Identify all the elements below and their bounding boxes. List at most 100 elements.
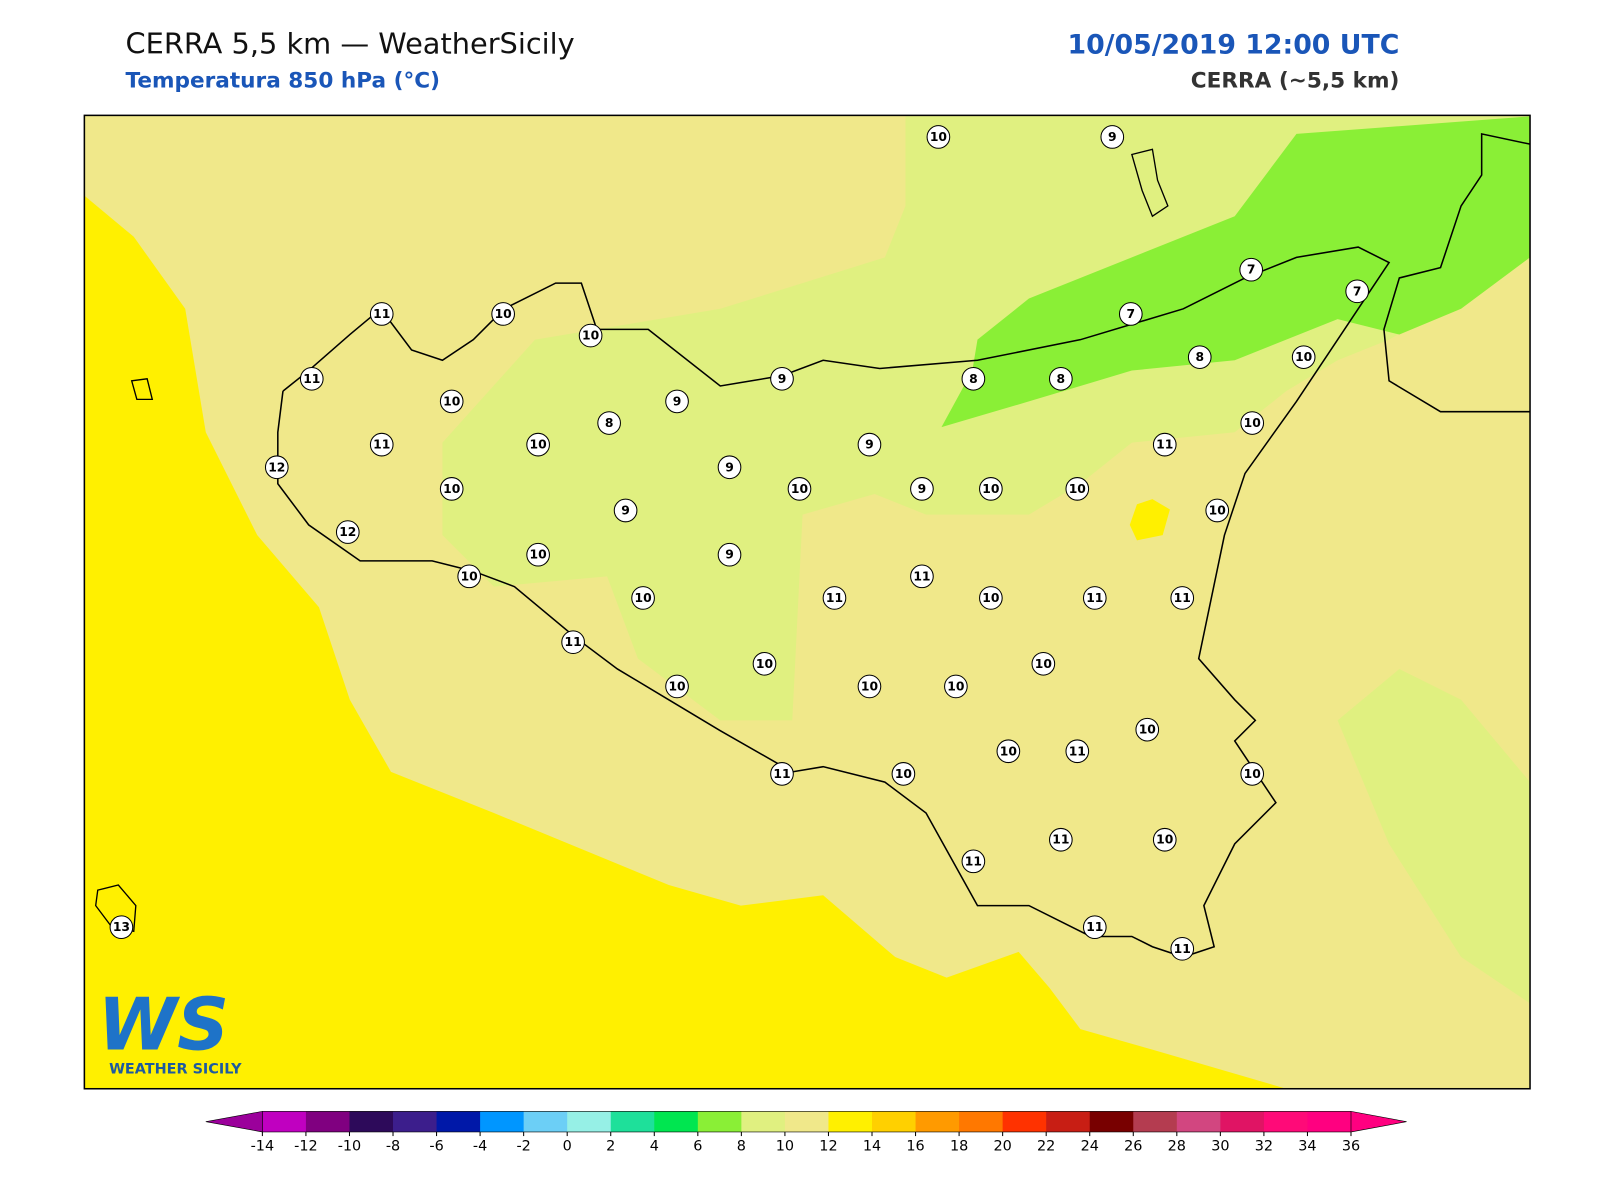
colorbar-segment (959, 1111, 1004, 1132)
field-6-8 (941, 116, 1531, 428)
colorbar-tick-label: 0 (563, 1138, 572, 1154)
map: WS WEATHER SICILY (83, 114, 1531, 1090)
colorbar-tick-label: 20 (993, 1138, 1011, 1154)
colorbar-tick-label: 34 (1298, 1138, 1316, 1154)
station-value: 10 (530, 438, 547, 452)
colorbar-over (1350, 1111, 1407, 1133)
colorbar-segment (828, 1111, 873, 1132)
station-value: 11 (1086, 920, 1103, 934)
station-marker (770, 762, 794, 786)
station-value: 10 (1156, 833, 1173, 847)
colorbar-segment (1220, 1111, 1265, 1132)
colorbar: -14 -12 -10 -8 -6 -4 -2 0 2 4 6 8 10 12 14 16 18 20 22 24 26… (205, 1111, 1407, 1154)
station-value: 10 (1244, 767, 1261, 781)
station-marker (1082, 915, 1107, 940)
station-marker (1118, 302, 1143, 326)
station-marker (787, 477, 812, 501)
colorbar-segment (393, 1111, 438, 1132)
station-marker (109, 915, 134, 940)
colorbar-tick-label: 10 (776, 1138, 794, 1154)
station-value: 9 (918, 482, 927, 496)
station-marker (665, 674, 689, 699)
station-marker (613, 498, 638, 523)
colorbar-tick-label: -6 (429, 1138, 443, 1154)
station-marker (631, 586, 655, 610)
station-value: 11 (565, 635, 582, 649)
station-value: 9 (778, 372, 787, 386)
station-marker (1065, 739, 1090, 764)
station-marker (752, 651, 777, 676)
colorbar-tick-label: 18 (950, 1138, 968, 1154)
model-label: CERRA (~5,5 km) (1191, 69, 1400, 94)
station-marker (979, 586, 1003, 610)
station-value: 11 (303, 372, 320, 386)
colorbar-segment (1089, 1111, 1134, 1132)
station-value: 10 (443, 482, 460, 496)
calabria-coast (1383, 132, 1531, 413)
station-value: 8 (969, 372, 978, 386)
station-value: 8 (605, 416, 614, 430)
station-value: 10 (982, 591, 999, 605)
island (1130, 148, 1169, 218)
station-value: 10 (982, 482, 999, 496)
colorbar-tick-label: -2 (516, 1138, 530, 1154)
station-value: 10 (1244, 416, 1261, 430)
station-value: 10 (1035, 657, 1052, 671)
station-marker (597, 411, 621, 435)
station-marker (996, 739, 1021, 764)
station-value: 11 (373, 438, 390, 452)
station-value: 7 (1127, 307, 1136, 321)
station-marker (822, 586, 847, 610)
station-value: 11 (1156, 438, 1173, 452)
station-marker (457, 564, 482, 589)
station-marker (369, 432, 394, 457)
station-marker (1240, 411, 1265, 435)
station-value: 11 (913, 569, 930, 583)
station-marker (944, 674, 968, 699)
station-marker (926, 125, 951, 149)
colorbar-tick-label: 2 (606, 1138, 615, 1154)
title: CERRA 5,5 km — WeatherSicily (126, 27, 575, 61)
colorbar-tick-label: 12 (819, 1138, 837, 1154)
station-value: 12 (268, 460, 285, 474)
station-marker (1031, 651, 1056, 676)
station-marker (1345, 279, 1370, 304)
station-value: 10 (443, 394, 460, 408)
colorbar-tick-label: -4 (473, 1138, 487, 1154)
station-value: 10 (530, 548, 547, 562)
colorbar-tick-label: 22 (1037, 1138, 1055, 1154)
colorbar-tick-label: 8 (737, 1138, 746, 1154)
colorbar-segment (305, 1111, 350, 1132)
station-marker (961, 849, 986, 874)
station-marker (717, 542, 742, 567)
station-marker (1049, 827, 1073, 852)
stations: 10 9 7 7 7 11 10 10 8 10 11 8 8 9 10 9 8 10 11 10 9 11 12 9 10 10… (109, 125, 1370, 961)
station-marker (335, 520, 360, 544)
colorbar-tick-label: 32 (1255, 1138, 1273, 1154)
colorbar-under (205, 1111, 263, 1133)
island (130, 378, 154, 401)
station-value: 13 (113, 920, 130, 934)
colorbar-segment (480, 1111, 525, 1132)
station-value: 10 (1069, 482, 1086, 496)
colorbar-tick-label: -10 (338, 1138, 362, 1154)
station-value: 11 (773, 767, 790, 781)
colorbar-tick-label: 28 (1168, 1138, 1186, 1154)
map-frame (83, 114, 1531, 1090)
station-value: 11 (373, 307, 390, 321)
station-marker (1291, 345, 1316, 370)
station-marker (910, 564, 934, 589)
station-marker (1100, 125, 1125, 149)
station-value: 10 (668, 679, 685, 693)
island (94, 884, 137, 933)
colorbar-tick-label: 4 (650, 1138, 659, 1154)
station-value: 11 (965, 854, 982, 868)
station-value: 10 (1295, 350, 1312, 364)
station-value: 11 (826, 591, 843, 605)
station-marker (299, 366, 324, 391)
station-value: 10 (1139, 723, 1156, 737)
station-marker (857, 432, 882, 457)
colorbar-segment (1176, 1111, 1221, 1132)
colorbar-segment (1002, 1111, 1047, 1132)
